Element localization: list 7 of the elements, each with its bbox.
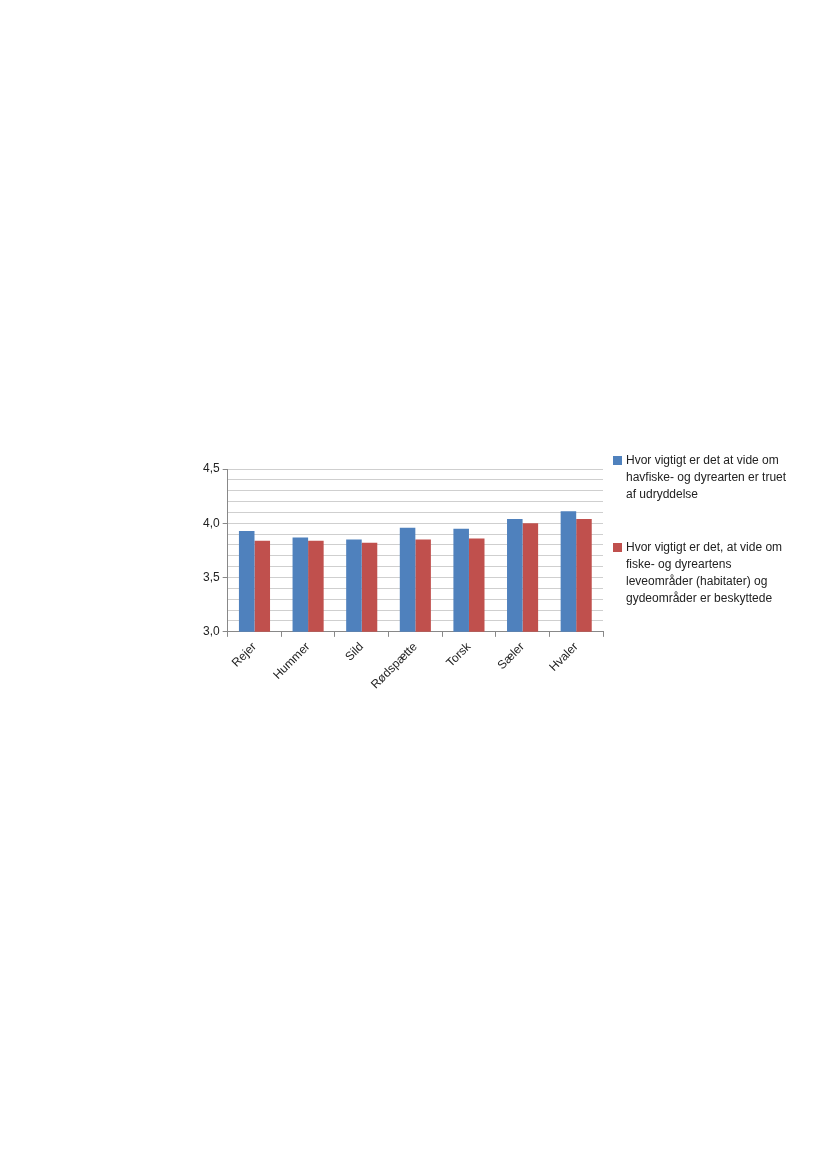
y-tick-label: 4,0 xyxy=(202,515,220,530)
y-tick-label: 4,5 xyxy=(202,461,220,476)
x-tick-label: Sild xyxy=(342,639,367,664)
legend-label: Hvor vigtigt er det, at vide om fiske- og dyreartens leveområder (habitater) og gydeområder er beskyttede xyxy=(626,539,784,607)
legend-label: Hvor vigtigt er det at vide om havfiske- og dyrearten er truet af udryddelse xyxy=(626,452,788,503)
text: 3,0 xyxy=(202,624,220,639)
y-tick-label: 3,5 xyxy=(202,569,220,584)
